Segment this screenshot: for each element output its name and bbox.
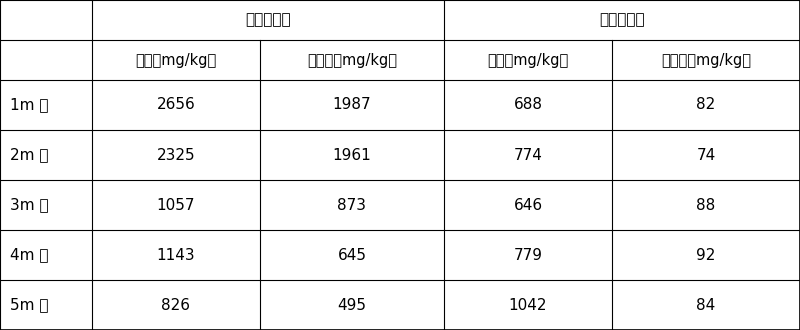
- Text: 3m 处: 3m 处: [10, 197, 48, 213]
- Text: 84: 84: [696, 298, 716, 313]
- Text: 总铬（mg/kg）: 总铬（mg/kg）: [135, 52, 217, 68]
- Text: 1057: 1057: [157, 197, 195, 213]
- Text: 1042: 1042: [509, 298, 547, 313]
- Text: 六价铬（mg/kg）: 六价铬（mg/kg）: [661, 52, 751, 68]
- Text: 淋洗后土壤: 淋洗后土壤: [599, 13, 645, 27]
- Text: 646: 646: [514, 197, 542, 213]
- Text: 2m 处: 2m 处: [10, 148, 48, 162]
- Text: 2325: 2325: [157, 148, 195, 162]
- Text: 774: 774: [514, 148, 542, 162]
- Text: 淋洗前土壤: 淋洗前土壤: [245, 13, 291, 27]
- Text: 5m 处: 5m 处: [10, 298, 48, 313]
- Text: 645: 645: [338, 248, 366, 262]
- Text: 六价铬（mg/kg）: 六价铬（mg/kg）: [307, 52, 397, 68]
- Text: 74: 74: [696, 148, 716, 162]
- Text: 92: 92: [696, 248, 716, 262]
- Text: 688: 688: [514, 97, 542, 113]
- Text: 495: 495: [338, 298, 366, 313]
- Text: 873: 873: [338, 197, 366, 213]
- Text: 826: 826: [162, 298, 190, 313]
- Text: 1961: 1961: [333, 148, 371, 162]
- Text: 82: 82: [696, 97, 716, 113]
- Text: 1987: 1987: [333, 97, 371, 113]
- Text: 4m 处: 4m 处: [10, 248, 48, 262]
- Text: 1m 处: 1m 处: [10, 97, 48, 113]
- Text: 779: 779: [514, 248, 542, 262]
- Text: 2656: 2656: [157, 97, 195, 113]
- Text: 88: 88: [696, 197, 716, 213]
- Text: 总铬（mg/kg）: 总铬（mg/kg）: [487, 52, 569, 68]
- Text: 1143: 1143: [157, 248, 195, 262]
